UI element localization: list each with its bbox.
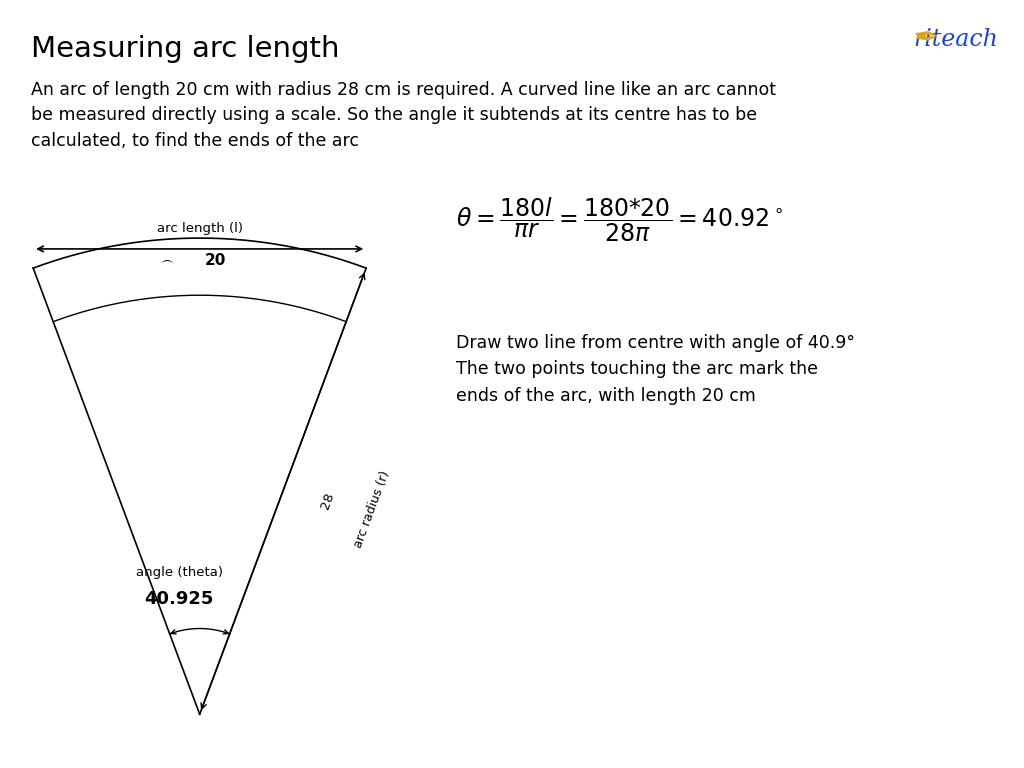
Text: riteach: riteach	[913, 28, 998, 51]
Text: 40.925: 40.925	[144, 590, 214, 608]
Text: $\frown$: $\frown$	[158, 253, 174, 266]
Text: 28: 28	[318, 490, 336, 511]
Text: Measuring arc length: Measuring arc length	[31, 35, 339, 62]
Text: $\theta = \dfrac{180l}{\pi r} = \dfrac{180{*}20}{28\pi} = 40.92^\circ$: $\theta = \dfrac{180l}{\pi r} = \dfrac{1…	[456, 196, 782, 244]
Text: 20: 20	[205, 253, 226, 268]
Text: arc length (l): arc length (l)	[157, 222, 243, 235]
Text: An arc of length 20 cm with radius 28 cm is required. A curved line like an arc : An arc of length 20 cm with radius 28 cm…	[31, 81, 776, 150]
Text: arc radius (r): arc radius (r)	[351, 469, 392, 550]
Text: Draw two line from centre with angle of 40.9°
The two points touching the arc ma: Draw two line from centre with angle of …	[456, 334, 855, 405]
Text: ✒: ✒	[914, 25, 940, 54]
Text: angle (theta): angle (theta)	[136, 565, 222, 578]
